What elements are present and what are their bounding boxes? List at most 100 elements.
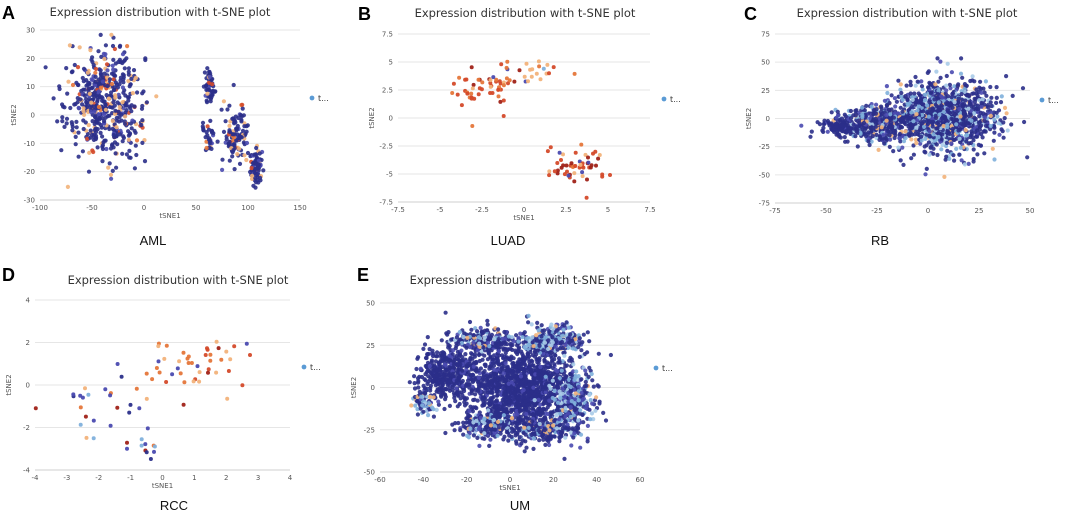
data-point	[156, 359, 161, 364]
data-point	[931, 146, 936, 151]
data-point	[908, 126, 913, 131]
x-tick-label-c: -75	[769, 207, 780, 215]
data-point	[156, 344, 161, 349]
data-point	[111, 77, 116, 82]
data-point	[529, 74, 534, 79]
data-point	[543, 390, 548, 395]
data-point	[501, 114, 506, 118]
data-point	[527, 393, 532, 398]
data-point	[132, 128, 137, 133]
data-point	[98, 71, 103, 76]
data-point	[456, 390, 461, 395]
data-point	[93, 79, 98, 84]
data-point	[507, 399, 512, 404]
data-point	[853, 113, 858, 118]
data-point	[481, 330, 486, 335]
data-point	[937, 108, 942, 113]
data-point	[500, 336, 505, 341]
data-point	[111, 57, 116, 63]
data-point	[96, 112, 101, 117]
data-point	[519, 380, 525, 385]
x-axis-label-a: tSNE1	[159, 212, 180, 220]
data-point	[464, 364, 469, 369]
data-point	[552, 169, 557, 174]
data-point	[157, 370, 162, 375]
data-point	[185, 356, 190, 361]
data-point	[468, 373, 473, 378]
legend-label-a[interactable]: t...	[318, 94, 329, 103]
data-point	[839, 116, 845, 121]
data-point	[564, 163, 569, 168]
data-point	[914, 112, 919, 117]
data-point	[885, 90, 890, 96]
data-point	[573, 150, 578, 155]
data-point	[944, 83, 949, 88]
data-point	[181, 350, 186, 355]
data-point	[896, 145, 901, 150]
data-point	[900, 145, 905, 150]
data-point	[957, 136, 962, 141]
legend-label-b[interactable]: t...	[670, 95, 681, 104]
data-point	[90, 97, 96, 102]
data-point	[120, 151, 125, 156]
data-point	[926, 140, 932, 145]
caption-b: LUAD	[491, 233, 526, 248]
data-point	[526, 320, 531, 325]
data-point	[485, 385, 491, 390]
data-point	[502, 434, 507, 439]
data-point	[935, 126, 940, 131]
data-point	[486, 351, 491, 356]
data-point	[854, 108, 859, 113]
data-point	[905, 97, 910, 102]
data-point	[97, 115, 102, 121]
data-point	[463, 352, 468, 357]
x-tick-label-d: 4	[288, 474, 293, 482]
y-axis-label-d: tSNE2	[5, 374, 13, 395]
data-point	[418, 366, 423, 371]
data-point	[600, 174, 605, 179]
data-point	[98, 95, 103, 100]
y-tick-label-e: -25	[364, 426, 375, 434]
y-tick-label-c: -75	[759, 200, 770, 208]
data-point	[923, 92, 928, 97]
data-point	[913, 74, 918, 80]
data-point	[471, 82, 476, 87]
data-point	[208, 99, 213, 104]
data-point	[860, 113, 865, 118]
data-point	[537, 64, 542, 69]
data-point	[474, 406, 479, 411]
chart-title-d: Expression distribution with t-SNE plot	[68, 273, 289, 287]
data-point	[232, 344, 237, 349]
data-point	[506, 381, 511, 386]
data-point	[1005, 128, 1010, 133]
data-point	[203, 135, 208, 140]
data-point	[555, 168, 560, 173]
data-point	[202, 70, 207, 75]
data-point	[982, 115, 988, 120]
data-point	[441, 378, 446, 383]
data-point	[952, 84, 957, 89]
data-point	[924, 166, 929, 171]
data-point	[433, 354, 439, 359]
data-point	[503, 361, 508, 366]
data-point	[923, 136, 928, 141]
legend-label-c[interactable]: t...	[1048, 96, 1059, 105]
data-point	[956, 128, 961, 133]
data-point	[220, 157, 225, 162]
data-point	[125, 440, 129, 445]
data-point	[249, 176, 255, 181]
data-point	[513, 365, 518, 370]
data-point	[237, 146, 242, 151]
data-point	[465, 335, 470, 340]
data-point	[93, 74, 98, 79]
data-point	[873, 111, 879, 116]
data-point	[848, 116, 854, 121]
data-point	[253, 167, 258, 172]
data-point	[152, 444, 157, 449]
data-point	[227, 158, 232, 163]
data-point	[500, 365, 505, 370]
data-point	[914, 118, 920, 123]
data-point	[960, 104, 966, 109]
legend-label-d[interactable]: t...	[310, 363, 321, 372]
data-point	[529, 379, 534, 384]
